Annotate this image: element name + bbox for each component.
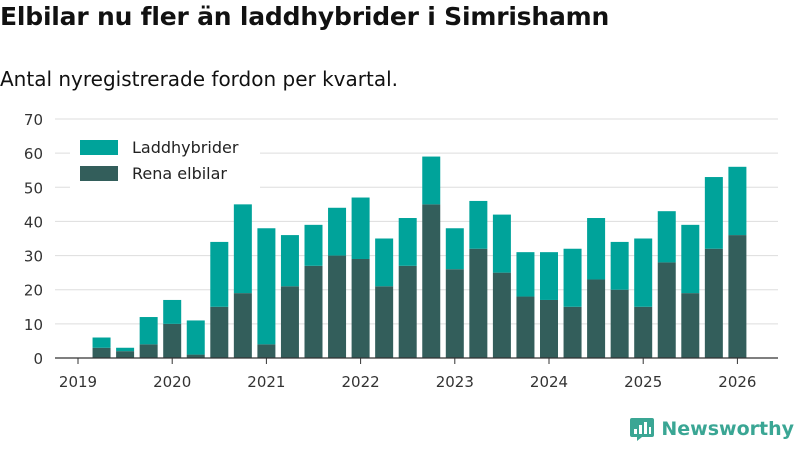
y-tick-label: 60 [24,145,43,163]
y-tick-label: 30 [24,248,43,266]
bar-laddhybrider [210,241,229,307]
bar-laddhybrider [351,197,370,259]
y-tick-label: 20 [24,282,43,300]
bar-laddhybrider [728,166,747,236]
chart-subtitle: Antal nyregistrerade fordon per kvartal. [0,67,399,91]
bar-rena-elbilar [186,354,205,358]
y-tick-label: 0 [33,350,43,368]
bar-laddhybrider [516,252,535,297]
bar-rena-elbilar [492,272,511,358]
bar-rena-elbilar [328,255,347,358]
x-tick-label: 2023 [436,373,474,391]
brand: Newsworthy [629,416,794,442]
bar-laddhybrider [422,156,441,205]
bar-rena-elbilar [163,323,182,358]
legend-label: Rena elbilar [132,164,227,183]
bar-rena-elbilar [116,351,135,358]
chart-title: Elbilar nu fler än laddhybrider i Simris… [0,2,610,31]
bar-rena-elbilar [280,286,299,358]
bar-laddhybrider [634,238,653,307]
x-tick-label: 2022 [342,373,380,391]
legend-swatch [80,140,118,155]
bar-rena-elbilar [210,306,229,358]
bar-laddhybrider [657,211,676,263]
y-tick-label: 70 [24,111,43,129]
bar-rena-elbilar [304,265,323,358]
bar-rena-elbilar [587,279,606,358]
bar-rena-elbilar [563,306,582,358]
x-tick-label: 2020 [153,373,191,391]
bar-rena-elbilar [634,306,653,358]
y-tick-label: 40 [24,213,43,231]
bar-laddhybrider [139,317,158,345]
bar-rena-elbilar [233,293,252,358]
bar-laddhybrider [469,200,488,249]
bar-laddhybrider [92,337,111,348]
bar-laddhybrider [587,218,606,280]
bar-rena-elbilar [92,347,111,358]
bar-laddhybrider [681,224,700,294]
x-tick-label: 2019 [59,373,97,391]
bar-laddhybrider [328,207,347,256]
bar-rena-elbilar [445,269,464,358]
bar-rena-elbilar [139,344,158,358]
bar-laddhybrider [280,235,299,287]
y-tick-label: 10 [24,316,43,334]
bar-laddhybrider [492,214,511,273]
bar-rena-elbilar [610,289,629,358]
bar-rena-elbilar [351,258,370,358]
bar-laddhybrider [610,241,629,290]
x-tick-label: 2024 [530,373,568,391]
bar-rena-elbilar [257,344,276,358]
bar-laddhybrider [563,248,582,307]
bar-laddhybrider [540,252,558,300]
bar-rena-elbilar [422,204,441,358]
bar-laddhybrider [116,347,135,352]
bar-laddhybrider [186,320,205,355]
y-tick-label: 50 [24,179,43,197]
x-tick-label: 2025 [624,373,662,391]
bar-laddhybrider [304,224,323,266]
bar-laddhybrider [445,228,464,270]
bar-rena-elbilar [540,299,558,358]
legend-swatch [80,166,118,181]
bar-rena-elbilar [375,286,394,358]
bar-rena-elbilar [469,248,488,358]
x-tick-label: 2021 [247,373,285,391]
bar-laddhybrider [257,228,276,345]
bar-rena-elbilar [398,265,417,358]
bar-rena-elbilar [704,248,723,358]
bar-rena-elbilar [728,235,747,358]
bar-laddhybrider [398,218,417,266]
bar-rena-elbilar [516,296,535,358]
bar-rena-elbilar [681,293,700,358]
bar-laddhybrider [704,177,723,249]
brand-name: Newsworthy [661,418,794,440]
bar-laddhybrider [375,238,394,287]
bar-laddhybrider [163,299,182,324]
x-tick-label: 2026 [718,373,756,391]
bar-rena-elbilar [657,262,676,358]
newsworthy-logo-icon [630,418,655,441]
legend-label: Laddhybrider [132,138,239,157]
bar-laddhybrider [233,204,252,294]
